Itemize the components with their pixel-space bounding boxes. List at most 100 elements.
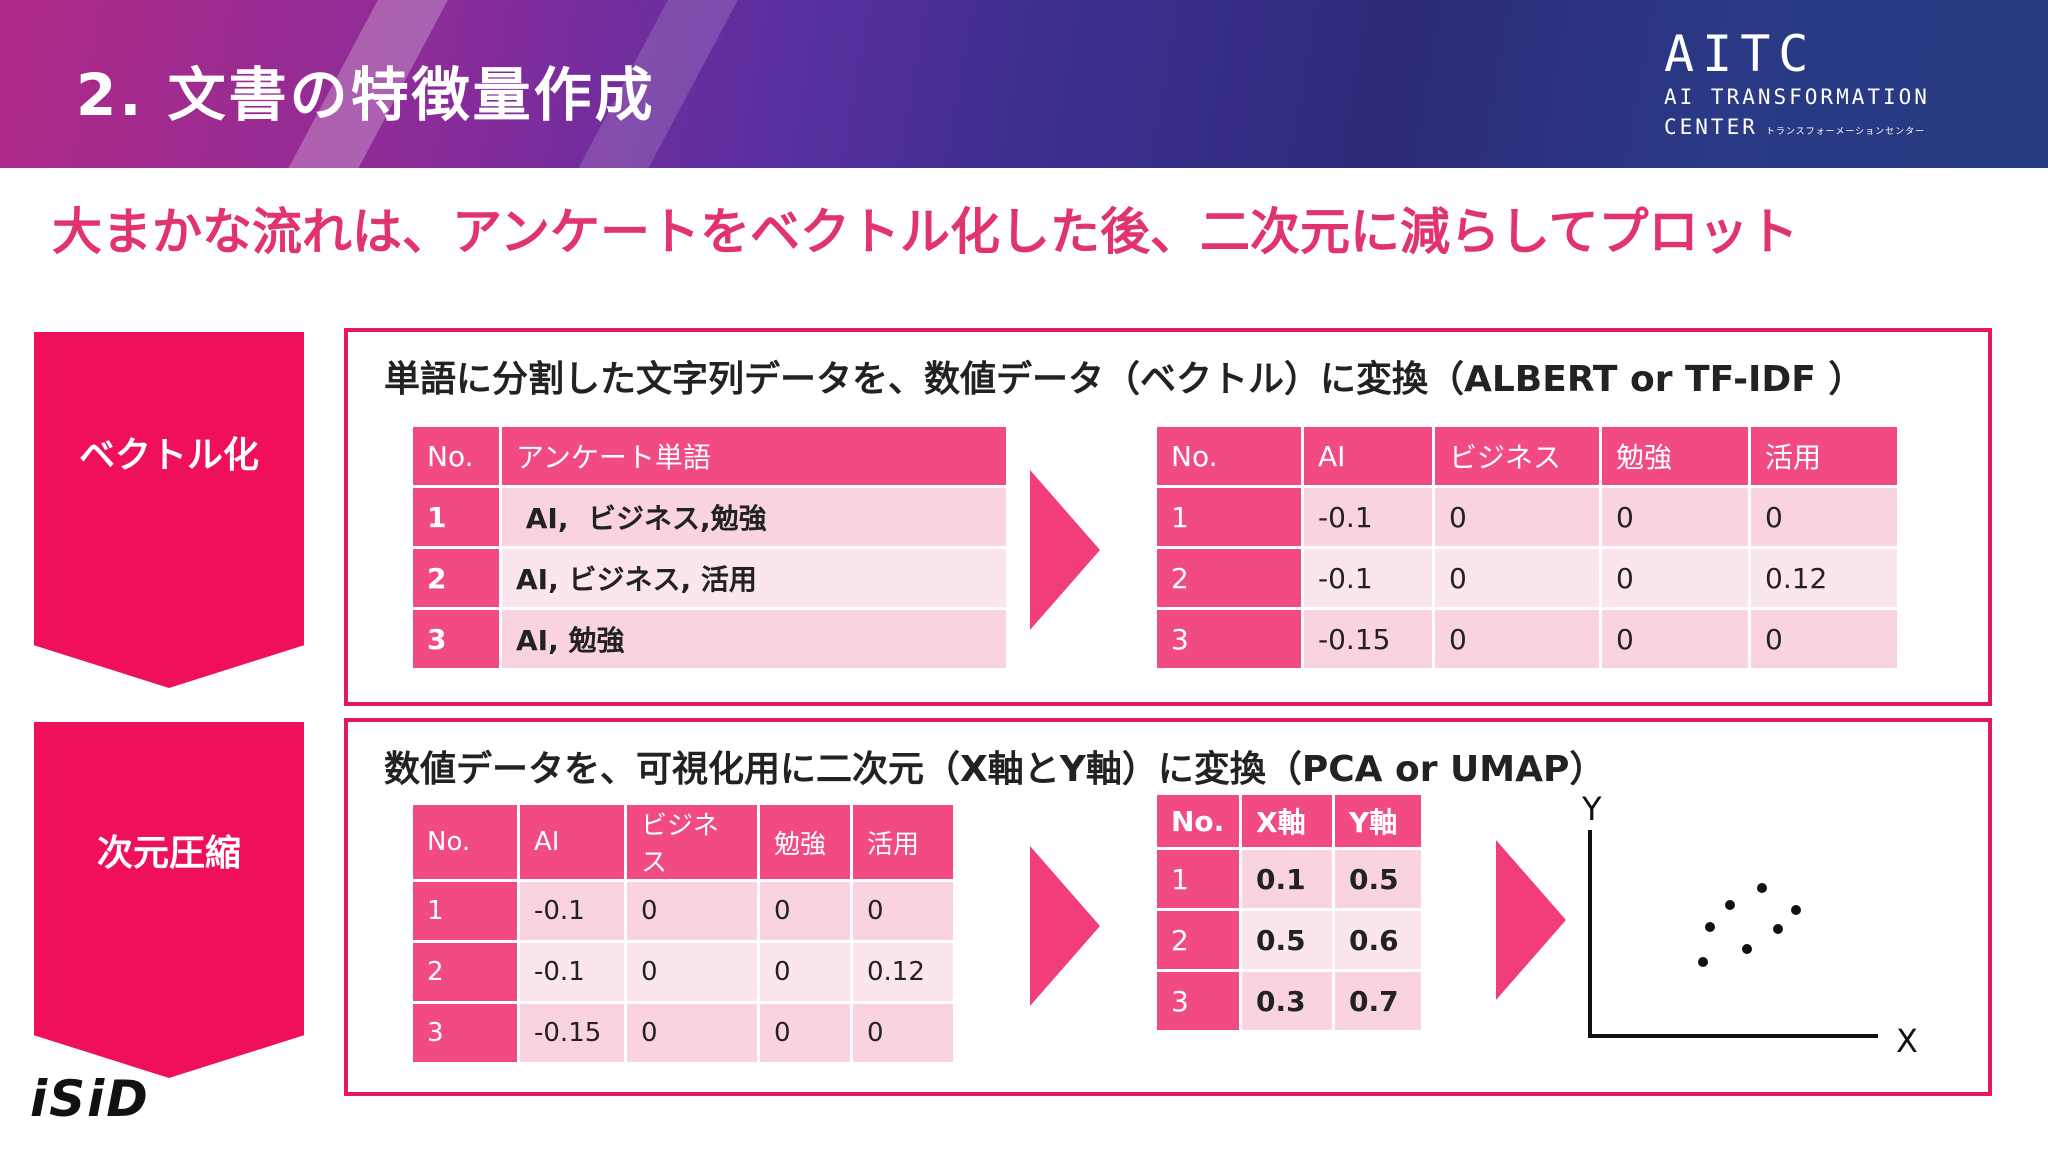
xy-table: No. X軸 Y軸 1 0.1 0.5 2 0.5 0.6 3 0.3 0.7 — [1154, 792, 1424, 1033]
table-header-cell: AI — [1304, 427, 1432, 485]
table-header-row: No. AI ビジネス 勉強 活用 — [1157, 427, 1897, 485]
table-cell: 0 — [1602, 610, 1748, 668]
table-cell: 0 — [1602, 488, 1748, 546]
table-header-cell: X軸 — [1242, 795, 1332, 847]
scatter-point — [1705, 922, 1715, 932]
isid-logo: iSiD — [30, 1070, 150, 1128]
table-header-cell: アンケート単語 — [502, 427, 1006, 485]
table-cell: 3 — [1157, 610, 1301, 668]
scatter-point — [1742, 944, 1752, 954]
table-header-cell: No. — [1157, 795, 1239, 847]
table-cell: -0.1 — [520, 882, 624, 940]
table-row: 1 AI, ビジネス,勉強 — [413, 488, 1006, 546]
table-cell: 0 — [1435, 549, 1599, 607]
header-banner: 2. 文書の特徴量作成 AITC AI TRANSFORMATION CENTE… — [0, 0, 2048, 168]
table-cell: 2 — [413, 549, 499, 607]
table-cell: 0 — [1435, 488, 1599, 546]
table-cell: 0 — [853, 1004, 953, 1062]
table-cell: -0.15 — [520, 1004, 624, 1062]
table-cell: 0 — [853, 882, 953, 940]
table-cell: 1 — [413, 488, 499, 546]
table-cell: -0.1 — [1304, 488, 1432, 546]
table-row: 3 0.3 0.7 — [1157, 972, 1421, 1030]
y-axis-label: Y — [1581, 790, 1602, 828]
table-cell: 1 — [413, 882, 517, 940]
table-header-row: No. アンケート単語 — [413, 427, 1006, 485]
scatter-point — [1791, 905, 1801, 915]
table-row: 3 -0.15 0 0 0 — [413, 1004, 953, 1062]
table-cell: 0 — [1602, 549, 1748, 607]
reduce-panel — [344, 718, 1992, 1096]
table-cell: 0 — [760, 882, 850, 940]
scatter-point — [1757, 883, 1767, 893]
table-row: 3 AI, 勉強 — [413, 610, 1006, 668]
table-cell: AI, 勉強 — [502, 610, 1006, 668]
table-cell: 0 — [1435, 610, 1599, 668]
table-cell: 0 — [627, 882, 757, 940]
table-cell: -0.1 — [520, 943, 624, 1001]
page-title: 2. 文書の特徴量作成 — [76, 61, 656, 129]
table-cell: 0.5 — [1242, 911, 1332, 969]
table-cell: 1 — [1157, 488, 1301, 546]
table-header-cell: 活用 — [853, 805, 953, 879]
table-cell: -0.1 — [1304, 549, 1432, 607]
reduce-panel-title: 数値データを、可視化用に二次元（X軸とY軸）に変換（PCA or UMAP） — [384, 749, 1606, 790]
scatter-point — [1725, 900, 1735, 910]
step-reduce-chevron: 次元圧縮 — [34, 722, 304, 1078]
logo-main-text: AITC — [1664, 25, 1817, 83]
table-header-cell: ビジネス — [627, 805, 757, 879]
table-cell: 0.6 — [1335, 911, 1421, 969]
table-header-row: No. X軸 Y軸 — [1157, 795, 1421, 847]
table-row: 1 -0.1 0 0 0 — [413, 882, 953, 940]
table-header-cell: No. — [1157, 427, 1301, 485]
vector-table: No. AI ビジネス 勉強 活用 1 -0.1 0 0 0 2 -0.1 0 … — [1154, 424, 1900, 671]
scatter-point — [1698, 957, 1708, 967]
table-header-cell: ビジネス — [1435, 427, 1599, 485]
logo-line-1: AI TRANSFORMATION — [1664, 85, 1930, 109]
table-row: 2 0.5 0.6 — [1157, 911, 1421, 969]
aitc-logo: AITC AI TRANSFORMATION CENTER トランスフォーメーショ… — [1664, 26, 1930, 147]
word-table: No. アンケート単語 1 AI, ビジネス,勉強 2 AI, ビジネス, 活用… — [410, 424, 1009, 671]
table-cell: 0.1 — [1242, 850, 1332, 908]
vector-table-2: No. AI ビジネス 勉強 活用 1 -0.1 0 0 0 2 -0.1 0 … — [410, 802, 956, 1065]
table-cell: 0.7 — [1335, 972, 1421, 1030]
table-cell: 2 — [413, 943, 517, 1001]
table-cell: 0.5 — [1335, 850, 1421, 908]
table-cell: 2 — [1157, 911, 1239, 969]
table-cell: 0.3 — [1242, 972, 1332, 1030]
table-cell: 0 — [627, 943, 757, 1001]
step-reduce-label: 次元圧縮 — [96, 833, 241, 874]
table-cell: 0 — [1751, 488, 1897, 546]
table-row: 3 -0.15 0 0 0 — [1157, 610, 1897, 668]
table-row: 2 -0.1 0 0 0.12 — [1157, 549, 1897, 607]
table-row: 1 0.1 0.5 — [1157, 850, 1421, 908]
table-cell: 0.12 — [853, 943, 953, 1001]
table-header-cell: AI — [520, 805, 624, 879]
table-header-cell: Y軸 — [1335, 795, 1421, 847]
logo-line-2: CENTER トランスフォーメーションセンター — [1664, 112, 1930, 147]
table-cell: AI, ビジネス, 活用 — [502, 549, 1006, 607]
table-cell: 0 — [627, 1004, 757, 1062]
x-axis-label: X — [1896, 1022, 1918, 1060]
table-cell: 1 — [1157, 850, 1239, 908]
table-cell: 0 — [1751, 610, 1897, 668]
scatter-point — [1773, 924, 1783, 934]
step-vectorize-label: ベクトル化 — [78, 435, 259, 476]
logo-center-text: CENTER — [1664, 115, 1758, 139]
table-header-cell: 活用 — [1751, 427, 1897, 485]
table-cell: 3 — [413, 1004, 517, 1062]
logo-small-text: トランスフォーメーションセンター — [1765, 127, 1926, 137]
step-vectorize-chevron: ベクトル化 — [34, 332, 304, 688]
table-cell: 3 — [1157, 972, 1239, 1030]
table-header-row: No. AI ビジネス 勉強 活用 — [413, 805, 953, 879]
table-header-cell: No. — [413, 805, 517, 879]
table-cell: 0 — [760, 943, 850, 1001]
table-cell: AI, ビジネス,勉強 — [502, 488, 1006, 546]
vectorize-panel — [344, 328, 1992, 706]
slide-subtitle: 大まかな流れは、アンケートをベクトル化した後、二次元に減らしてプロット — [52, 203, 1799, 261]
table-cell: 0 — [760, 1004, 850, 1062]
table-cell: 3 — [413, 610, 499, 668]
table-header-cell: No. — [413, 427, 499, 485]
table-cell: 0.12 — [1751, 549, 1897, 607]
scatter-plot-illustration: Y X — [1581, 790, 1918, 1060]
